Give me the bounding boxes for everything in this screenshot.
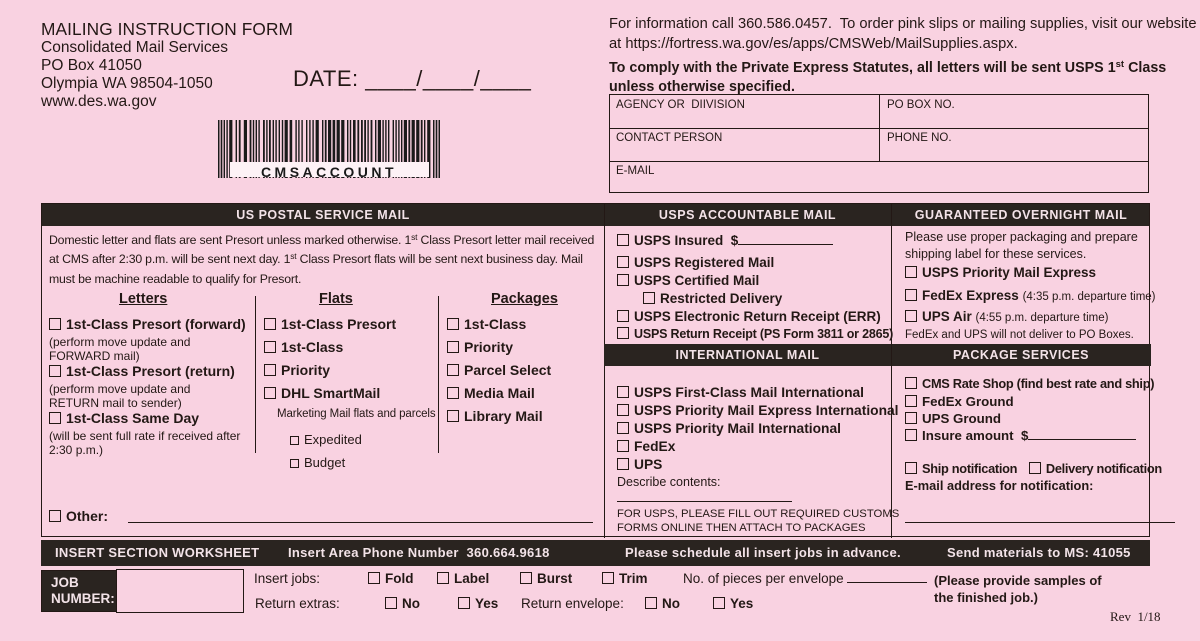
svg-text:CMSACCOUNT: CMSACCOUNT [261, 164, 397, 180]
